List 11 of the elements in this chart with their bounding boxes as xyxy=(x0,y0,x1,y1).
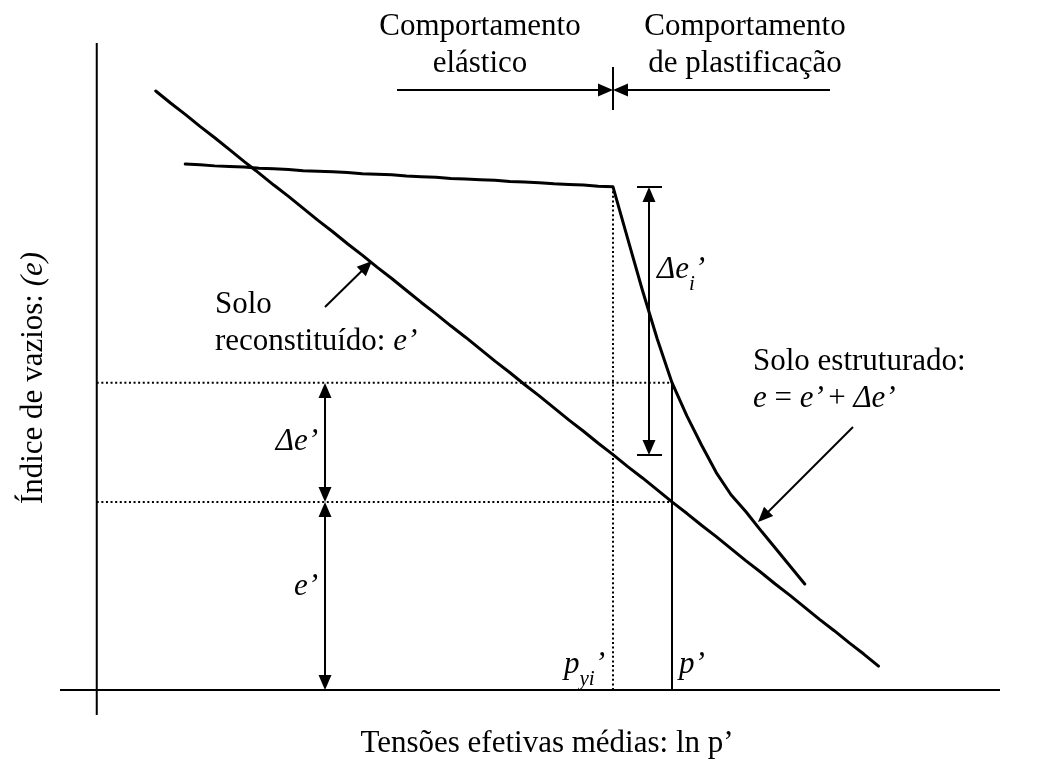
text: Comportamento elástico xyxy=(379,7,581,79)
annotation: p’ xyxy=(677,645,705,680)
annotation: Δe’ xyxy=(273,422,318,457)
annotation: p$_{yi}$’ xyxy=(561,645,605,690)
legend-label: Solo reconstituído: e’ xyxy=(215,285,418,357)
y-axis-title: Índice de vazios: (e) xyxy=(14,251,49,505)
text: Solo estruturado: e = e’ + Δe’ xyxy=(753,342,966,414)
annotation: e’ xyxy=(293,567,318,602)
annotation: Δe$_{i}$’ xyxy=(655,250,706,295)
x-axis-title: Tensões efetivas médias: ln p’ xyxy=(360,724,734,759)
text: Comportamento de plastificação xyxy=(644,7,846,79)
